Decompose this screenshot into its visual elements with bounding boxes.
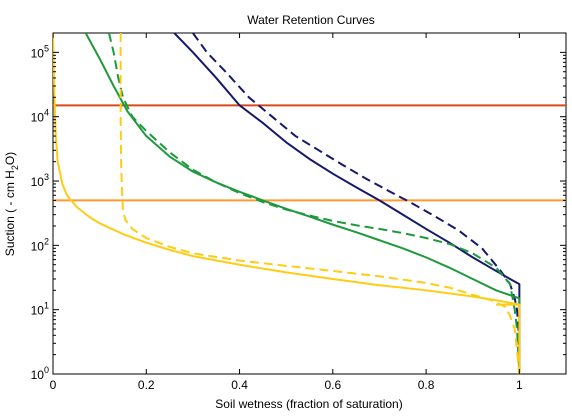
y-axis-title-end: O) [3, 152, 17, 165]
x-tick-label-3: 0.6 [324, 378, 341, 392]
plot-area [53, 33, 566, 374]
y-tick-exponent-5: 5 [44, 43, 49, 53]
y-tick-exponent-1: 1 [44, 301, 49, 311]
y-tick-exponent-2: 2 [44, 236, 49, 246]
y-tick-label-4: 104 [31, 108, 49, 125]
y-tick-label-3: 103 [31, 172, 49, 189]
y-axis-title-text: Suction ( - cm H2O) [3, 152, 20, 256]
x-tick-label-0: 0 [50, 378, 57, 392]
x-axis-title: Soil wetness (fraction of saturation) [215, 397, 402, 411]
x-tick-label-1: 0.2 [138, 378, 155, 392]
x-tick-label-4: 0.8 [418, 378, 435, 392]
y-axis-title-main: Suction ( - cm H [3, 170, 17, 256]
chart-title: Water Retention Curves [247, 13, 375, 27]
y-tick-exponent-3: 3 [44, 172, 49, 182]
x-tick-label-5: 1 [516, 378, 523, 392]
series-line-0 [173, 33, 521, 374]
x-tick-label-2: 0.4 [231, 378, 248, 392]
plot-frame [52, 32, 567, 375]
y-tick-label-0: 100 [31, 365, 49, 382]
y-tick-label-1: 101 [31, 301, 49, 318]
y-tick-label-5: 105 [31, 43, 49, 60]
y-tick-exponent-0: 0 [44, 365, 49, 375]
y-axis-title-subscript: 2 [10, 165, 20, 170]
series-line-3 [107, 33, 521, 374]
series-line-4 [53, 33, 521, 374]
y-tick-exponent-4: 4 [44, 108, 49, 118]
y-axis-title: Suction ( - cm H2O) [3, 152, 20, 256]
y-tick-label-2: 102 [31, 236, 49, 253]
